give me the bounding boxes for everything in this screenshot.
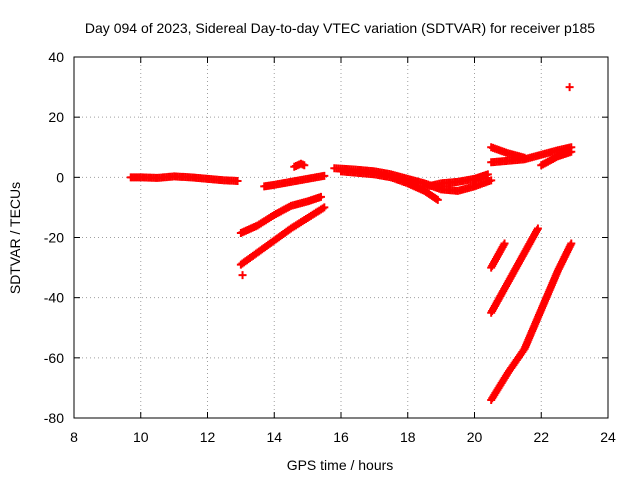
y-tick-label: -40 xyxy=(44,290,64,306)
x-tick-label: 16 xyxy=(333,429,349,445)
series-3 xyxy=(236,203,329,269)
x-tick-label: 8 xyxy=(70,429,78,445)
series-4 xyxy=(238,271,247,280)
y-tick-label: 40 xyxy=(48,49,64,65)
data-point xyxy=(233,176,242,185)
grid xyxy=(74,57,608,418)
data-points xyxy=(126,83,576,404)
data-point xyxy=(432,194,441,203)
axis-ticks: 8 10 12 14 16 18 20 22 24 -80 -60 -40 -20 0 20 40 xyxy=(44,49,616,445)
series-6 xyxy=(290,159,309,171)
x-tick-label: 18 xyxy=(400,429,416,445)
data-point xyxy=(483,170,492,179)
series-14 xyxy=(487,224,542,317)
data-point xyxy=(567,147,576,156)
data-point xyxy=(300,161,309,170)
data-point xyxy=(567,239,576,248)
x-axis-label: GPS time / hours xyxy=(287,457,394,473)
data-point xyxy=(238,271,247,280)
chart-title: Day 094 of 2023, Sidereal Day-to-day VTE… xyxy=(85,20,595,36)
x-tick-label: 14 xyxy=(266,429,282,445)
y-tick-label: 20 xyxy=(48,109,64,125)
series-1 xyxy=(126,172,242,185)
x-tick-label: 24 xyxy=(600,429,616,445)
series-13 xyxy=(487,239,509,272)
y-tick-label: 0 xyxy=(56,169,64,185)
series-15 xyxy=(487,239,576,404)
data-point xyxy=(320,171,329,180)
data-point xyxy=(320,203,329,212)
data-point xyxy=(487,176,496,185)
x-tick-label: 12 xyxy=(200,429,216,445)
y-axis-label: SDTVAR / TECUs xyxy=(7,182,23,294)
data-point xyxy=(500,239,509,248)
y-tick-label: -20 xyxy=(44,230,64,246)
y-tick-label: -60 xyxy=(44,350,64,366)
x-tick-label: 22 xyxy=(533,429,549,445)
data-point xyxy=(533,224,542,233)
x-tick-label: 10 xyxy=(133,429,149,445)
series-12 xyxy=(537,147,576,170)
series-5 xyxy=(260,171,329,191)
data-point xyxy=(316,192,325,201)
series-16 xyxy=(565,83,574,92)
series-9 xyxy=(423,170,492,191)
data-point xyxy=(565,83,574,92)
series-11 xyxy=(487,143,529,162)
data-point xyxy=(433,195,442,204)
x-tick-label: 20 xyxy=(467,429,483,445)
series-8 xyxy=(337,167,442,204)
series-2 xyxy=(236,192,325,237)
y-tick-label: -80 xyxy=(44,410,64,426)
data-point xyxy=(520,153,529,162)
